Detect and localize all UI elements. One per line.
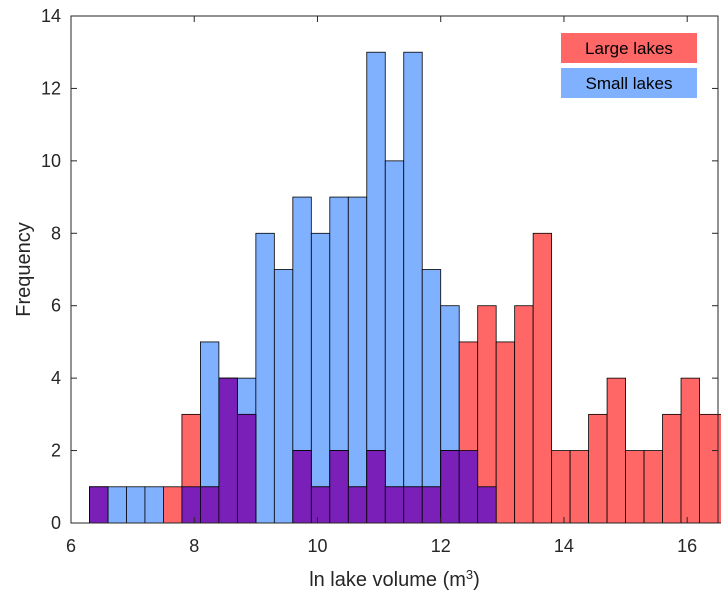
x-tick-label: 14 xyxy=(554,536,574,556)
y-tick-label: 10 xyxy=(41,151,61,171)
overlap-bar xyxy=(218,377,238,524)
overlap-bar xyxy=(384,486,405,524)
overlap-bar xyxy=(347,486,368,524)
small-lakes-bar xyxy=(107,486,127,524)
large-lakes-bar xyxy=(588,413,608,524)
large-lakes-bar xyxy=(569,450,589,524)
overlap-bar xyxy=(292,450,312,524)
y-tick-label: 0 xyxy=(51,513,61,533)
small-lakes-bar xyxy=(403,51,423,524)
small-lakes-bar xyxy=(384,160,405,524)
large-lakes-bar xyxy=(514,305,534,524)
overlap-bar xyxy=(458,450,479,524)
small-lakes-bar xyxy=(347,196,368,524)
large-lakes-bar xyxy=(699,413,719,524)
large-lakes-bar xyxy=(662,413,682,524)
large-lakes-bar xyxy=(643,450,663,524)
legend-label-large-lakes: Large lakes xyxy=(585,39,673,58)
x-axis-label: ln lake volume (m3) xyxy=(309,567,480,591)
y-tick-label: 8 xyxy=(51,223,61,243)
overlap-bar xyxy=(403,486,423,524)
large-lakes-bar xyxy=(606,377,626,524)
y-tick-label: 2 xyxy=(51,441,61,461)
large-lakes-bar xyxy=(495,341,516,524)
large-lakes-bar xyxy=(163,486,183,524)
legend-swatch-large-lakes xyxy=(561,33,697,63)
overlap-bar xyxy=(366,450,386,524)
large-lakes-bar xyxy=(680,377,700,524)
overlap-bar xyxy=(236,413,257,524)
legend: Large lakes Small lakes xyxy=(561,33,697,98)
overlap-bar xyxy=(421,486,442,524)
large-lakes-bar xyxy=(625,450,645,524)
small-lakes-bar xyxy=(310,232,331,524)
y-tick-label: 6 xyxy=(51,296,61,316)
y-tick-label: 4 xyxy=(51,368,61,388)
overlap-bar xyxy=(199,486,220,524)
overlap-bar xyxy=(477,486,497,524)
legend-label-small-lakes: Small lakes xyxy=(586,74,673,93)
x-tick-label: 8 xyxy=(189,536,199,556)
small-lakes-bar xyxy=(421,269,442,524)
x-tick-label: 6 xyxy=(66,536,76,556)
small-lakes-bar xyxy=(144,486,164,524)
y-axis-ticks: 0 2 4 6 8 10 12 14 xyxy=(41,6,718,533)
overlap-bar xyxy=(89,486,109,524)
overlap-bar xyxy=(310,486,331,524)
plot-frame xyxy=(70,15,719,524)
overlap-bar xyxy=(440,450,460,524)
large-lakes-bar xyxy=(551,450,571,524)
small-lakes-bar xyxy=(126,486,146,524)
y-axis-label: Frequency xyxy=(13,222,35,317)
y-tick-label: 14 xyxy=(41,6,61,26)
x-axis-ticks: 6 8 10 12 14 16 xyxy=(66,16,697,556)
y-tick-label: 12 xyxy=(41,78,61,98)
large-lakes-bar xyxy=(532,232,553,524)
small-lakes-bar xyxy=(255,232,275,524)
overlap-bars xyxy=(89,377,497,524)
x-tick-label: 16 xyxy=(677,536,697,556)
overlap-bar xyxy=(181,486,201,524)
small-lakes-bar xyxy=(273,269,294,524)
x-tick-label: 10 xyxy=(307,536,327,556)
overlap-bar xyxy=(329,450,349,524)
legend-swatch-small-lakes xyxy=(561,68,697,98)
x-tick-label: 12 xyxy=(431,536,451,556)
